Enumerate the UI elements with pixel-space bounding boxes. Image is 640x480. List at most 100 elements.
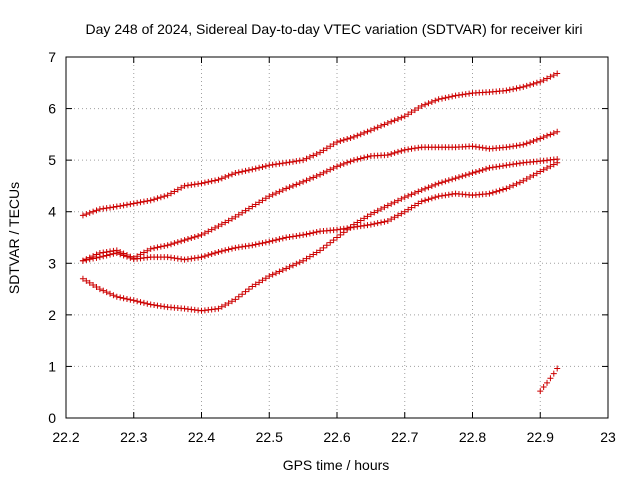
data-point — [435, 96, 442, 103]
data-point — [310, 229, 317, 236]
data-point — [313, 173, 320, 180]
data-point — [134, 199, 141, 206]
data-point — [394, 212, 401, 219]
data-point — [100, 287, 107, 294]
data-point — [300, 231, 307, 238]
data-point — [245, 286, 252, 293]
data-point — [442, 178, 449, 185]
data-point — [540, 134, 547, 141]
data-point — [147, 245, 154, 252]
data-point — [378, 219, 385, 226]
data-point — [161, 193, 168, 200]
data-point — [256, 279, 263, 286]
data-point — [130, 297, 137, 304]
data-point — [306, 175, 313, 182]
data-point — [249, 166, 256, 173]
data-point — [374, 124, 381, 131]
data-point — [391, 214, 398, 221]
data-point — [459, 91, 466, 98]
data-point — [466, 90, 473, 97]
data-point — [310, 152, 317, 159]
data-point — [242, 167, 249, 174]
data-point — [144, 197, 151, 204]
y-tick-label: 3 — [48, 255, 56, 271]
data-point — [405, 146, 412, 153]
data-point — [195, 254, 202, 261]
data-point — [483, 145, 490, 152]
data-point — [476, 144, 483, 151]
data-point — [306, 253, 313, 260]
data-point — [445, 94, 452, 101]
data-point — [384, 120, 391, 127]
data-point — [533, 136, 540, 143]
data-point — [323, 145, 330, 152]
data-point — [486, 190, 493, 197]
data-point — [459, 173, 466, 180]
data-point — [188, 181, 195, 188]
data-point — [334, 234, 340, 241]
data-point — [174, 255, 181, 262]
data-point — [357, 217, 364, 224]
data-point — [445, 177, 452, 184]
data-point — [361, 215, 368, 222]
data-point — [100, 253, 107, 260]
series-satellite-b — [79, 128, 561, 264]
data-point — [527, 81, 534, 88]
data-point — [455, 174, 462, 181]
data-point — [147, 301, 154, 308]
data-point — [527, 139, 534, 146]
data-point — [273, 236, 280, 243]
data-point — [296, 157, 303, 164]
x-tick-label: 22.2 — [52, 429, 79, 445]
data-point — [354, 219, 361, 226]
data-point — [296, 180, 303, 187]
data-point — [411, 202, 418, 209]
data-point — [232, 296, 239, 303]
data-point — [439, 95, 446, 102]
data-point — [171, 255, 178, 262]
data-point — [425, 196, 432, 203]
data-point — [276, 236, 283, 243]
data-point — [83, 277, 90, 284]
data-point — [137, 299, 144, 306]
data-point — [520, 177, 527, 184]
data-point — [364, 222, 371, 229]
y-tick-label: 4 — [48, 204, 56, 220]
data-point — [371, 220, 378, 227]
data-point — [273, 270, 280, 277]
data-point — [547, 73, 554, 80]
data-point — [184, 256, 191, 263]
data-point — [310, 174, 317, 181]
data-point — [378, 206, 385, 213]
data-point — [151, 245, 158, 252]
data-point — [228, 298, 235, 305]
data-point — [388, 200, 395, 207]
data-point — [249, 283, 256, 290]
data-point — [371, 209, 378, 216]
data-point — [391, 149, 398, 156]
data-point — [293, 181, 300, 188]
data-point — [113, 203, 120, 210]
data-point — [269, 237, 276, 244]
data-point — [252, 281, 259, 288]
data-point — [554, 365, 561, 372]
data-point — [418, 198, 425, 205]
data-point — [455, 92, 462, 99]
data-point — [215, 223, 222, 230]
data-point — [378, 122, 385, 129]
data-point — [228, 215, 235, 222]
x-tick-label: 22.6 — [323, 429, 350, 445]
data-point — [259, 240, 266, 247]
axis-ticks: 22.2 22.3 22.4 22.5 22.6 22.7 22.8 22.9 23012345… — [48, 49, 616, 445]
data-point — [147, 197, 154, 204]
data-point — [367, 221, 374, 228]
series-satellite-c — [79, 159, 561, 264]
data-point — [293, 260, 300, 267]
data-point — [398, 147, 405, 154]
data-point — [201, 253, 208, 260]
data-point — [405, 111, 412, 118]
data-point — [398, 210, 405, 217]
data-point — [110, 292, 117, 299]
data-point — [140, 299, 147, 306]
x-tick-label: 22.8 — [459, 429, 486, 445]
